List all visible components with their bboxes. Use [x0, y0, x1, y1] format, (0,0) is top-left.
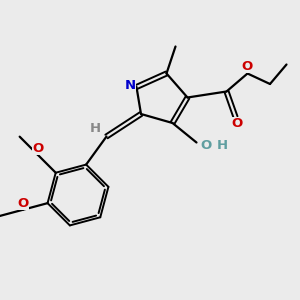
Text: O: O — [17, 197, 28, 210]
Text: H: H — [89, 122, 101, 135]
Text: O: O — [200, 139, 212, 152]
Text: O: O — [231, 116, 243, 130]
Text: N: N — [125, 79, 136, 92]
Text: H: H — [216, 139, 228, 152]
Text: O: O — [242, 60, 253, 74]
Text: O: O — [32, 142, 43, 154]
